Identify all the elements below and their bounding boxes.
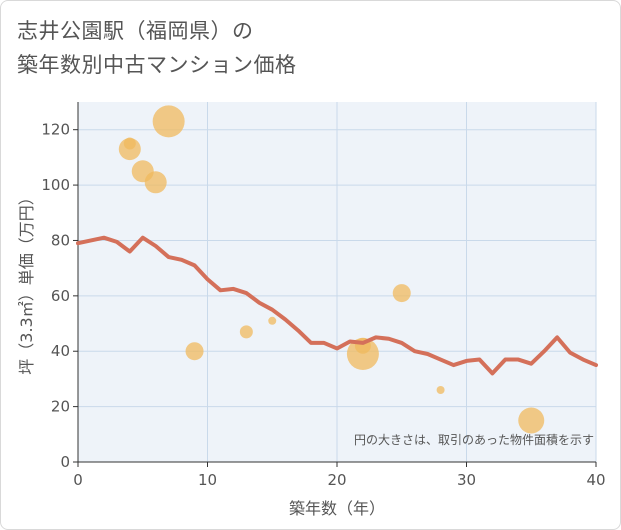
average-price-line [76,235,598,376]
y-tick-label: 80 [51,231,70,249]
y-tick-label: 20 [51,398,70,416]
chart-title-line1: 志井公園駅（福岡県）の [17,19,254,43]
x-axis-label: 築年数（年） [289,499,385,518]
y-tick-label: 60 [51,287,70,305]
grid-lines [78,102,597,462]
tick-labels: 0 10 20 30 40 0 20 40 60 80 100 120 [41,121,605,489]
chart-title-line2: 築年数別中古マンション価格 [17,53,297,77]
bubble-point [436,386,445,394]
y-tick-label: 40 [51,342,70,360]
bubble-series [118,105,545,434]
x-tick-label: 20 [327,471,346,489]
bubble-size-note: 円の大きさは、取引のあった物件面積を示す [354,432,594,447]
bubble-point [152,105,185,138]
bubble-point [346,338,379,370]
x-tick-label: 30 [457,471,476,489]
bubble-point [123,137,136,150]
chart-title: 志井公園駅（福岡県）の 築年数別中古マンション価格 [17,14,297,82]
y-tick-label: 0 [60,453,70,471]
bubble-point [392,284,411,303]
bubble-point [239,325,253,339]
y-tick-label: 120 [41,121,70,139]
x-tick-label: 10 [198,471,217,489]
bubble-point [268,316,277,325]
bubble-point [144,171,167,194]
x-tick-label: 40 [586,471,605,489]
bubble-point [518,407,545,434]
y-tick-label: 100 [41,176,70,194]
y-axis-label: 坪（3.3㎡）単価（万円） [17,189,36,374]
x-tick-label: 0 [73,471,83,489]
bubble-point [185,342,204,361]
